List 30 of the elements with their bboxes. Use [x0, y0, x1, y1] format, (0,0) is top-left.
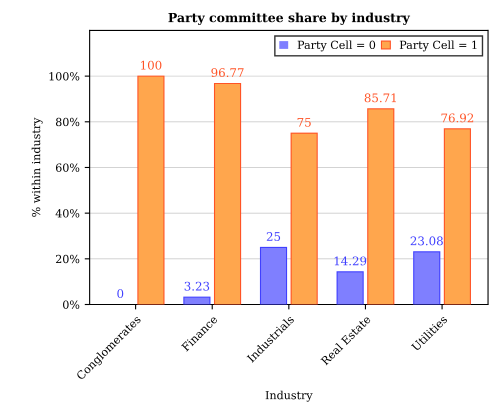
data-label: 25	[266, 232, 280, 241]
bar	[336, 271, 364, 304]
bar	[290, 132, 318, 304]
data-label: 85.71	[364, 93, 396, 102]
data-label: 96.77	[211, 68, 244, 78]
data-label: 100	[141, 60, 162, 70]
bar	[260, 246, 288, 304]
data-label: 23.08	[410, 236, 443, 246]
chart-title: Party committee share by industry	[168, 12, 410, 25]
y-axis-title: % within industry	[32, 118, 43, 217]
data-label: 75	[298, 118, 311, 127]
bar	[214, 82, 242, 304]
data-label: 3.23	[184, 282, 210, 291]
legend-label: Party Cell = 1	[400, 40, 476, 52]
y-tick-label: 100%	[50, 72, 80, 81]
data-label: 0	[117, 289, 124, 298]
data-label: 14.29	[334, 256, 366, 266]
bar	[137, 76, 165, 304]
bar	[444, 128, 471, 304]
x-axis-title: Industry	[266, 390, 313, 402]
y-tick-label: 0%	[63, 300, 80, 309]
bar	[367, 108, 394, 304]
legend-label: Party Cell = 0	[298, 40, 376, 52]
y-tick-label: 80%	[56, 118, 80, 126]
bar	[183, 296, 210, 304]
y-tick-label: 60%	[56, 163, 80, 172]
bar	[413, 251, 440, 304]
y-tick-label: 20%	[56, 254, 80, 264]
y-tick-label: 40%	[56, 209, 80, 218]
data-label: 76.92	[441, 113, 474, 122]
